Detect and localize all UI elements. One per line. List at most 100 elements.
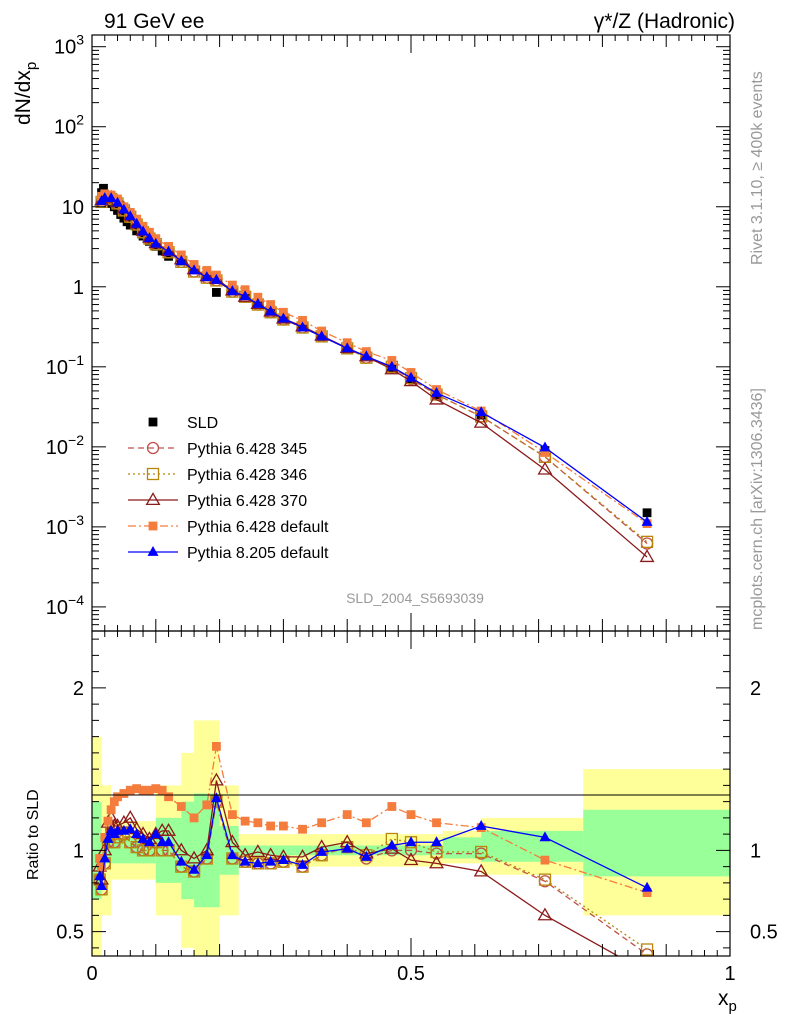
svg-text:dN/dxp: dN/dxp [12, 62, 40, 125]
legend-marker [145, 492, 161, 506]
data-point [277, 312, 289, 323]
main-series [94, 183, 655, 563]
ratio-point [475, 845, 488, 859]
main-frame [91, 34, 731, 632]
ratio-point [277, 854, 289, 864]
y-tick-label: 103 [54, 32, 84, 59]
ratio-point [360, 850, 372, 861]
legend-label: Pythia 6.428 346 [187, 467, 307, 484]
legend-label: Pythia 6.428 default [187, 519, 329, 536]
ratio-point [102, 832, 114, 843]
data-stat-bin [238, 845, 443, 856]
ratio-point [386, 839, 398, 850]
mcplots-note: mcplots.cern.ch [arXiv:1306.3436] [749, 388, 766, 630]
ratio-point [186, 850, 202, 864]
data-point [429, 391, 444, 405]
ratio-y-tick-label: 2 [73, 678, 84, 700]
data-point [405, 371, 417, 382]
ratio-point [341, 842, 353, 853]
data-point [188, 264, 200, 275]
ratio-point [473, 863, 489, 877]
ratio-point [109, 797, 119, 807]
data-point [150, 237, 162, 248]
ratio-y-tick-label: 0.5 [56, 922, 84, 944]
ratio-point [145, 785, 154, 795]
data-stat-bin [583, 809, 730, 877]
data-point [201, 271, 213, 281]
ratio-point [208, 772, 224, 786]
data-point [250, 296, 266, 310]
data-point [138, 231, 148, 241]
ratio-point [148, 826, 164, 840]
ratio-point [342, 810, 352, 820]
data-point [641, 515, 653, 526]
ratio-point [119, 789, 129, 798]
ratio-point [143, 836, 155, 847]
data-point [210, 273, 222, 284]
ratio-point [210, 792, 222, 803]
ratio-y-tick-label-right: 2 [750, 678, 761, 700]
data-stat-bin [219, 826, 239, 875]
ratio-point [297, 858, 309, 869]
ratio-point [202, 800, 212, 810]
ratio-ylabel: Ratio to SLD [25, 789, 42, 880]
ratio-point [298, 824, 307, 834]
ratio-point [150, 828, 162, 838]
ratio-y-tick-label-right: 0.5 [750, 922, 778, 944]
ratio-point [131, 828, 143, 838]
ratio-point [540, 855, 550, 865]
axis-ticks [91, 35, 731, 956]
data-point [252, 297, 264, 308]
legend-item-sld: SLD [148, 415, 218, 432]
series-pythia-6-428-346 [95, 192, 654, 549]
data-point [163, 245, 175, 256]
data-point [176, 250, 186, 260]
data-point [132, 226, 142, 236]
ratio-point [250, 844, 266, 858]
data-point [316, 330, 328, 341]
ratio-line [99, 801, 648, 951]
ratio-point [94, 870, 106, 881]
legend-marker [148, 417, 158, 427]
ratio-point [124, 823, 136, 834]
ratio-point [157, 785, 167, 795]
ratio-point [226, 849, 238, 860]
ratio-point [316, 845, 328, 856]
legend-item-pythia-8-205-default: Pythia 8.205 default [128, 545, 329, 562]
data-point [640, 535, 654, 549]
ratio-point [176, 802, 186, 811]
legend-item-pythia-6-428-346: Pythia 6.428 346 [128, 467, 307, 484]
y-tick-label: 10−2 [46, 432, 84, 459]
ratio-point [106, 805, 116, 815]
ratio-point [403, 852, 419, 866]
data-point [473, 414, 489, 428]
data-point [240, 285, 250, 295]
main-ylabel-text: dN/dx [12, 70, 35, 125]
ratio-point [125, 785, 135, 795]
analysis-id: SLD_2004_S5693039 [346, 590, 484, 606]
y-tick-label: 10−1 [46, 352, 84, 379]
data-point [239, 290, 251, 301]
data-point [99, 183, 108, 193]
ratio-point [475, 819, 487, 830]
main-ylabel: dN/dxp [12, 62, 40, 125]
x-axis-label: xp [718, 987, 737, 1015]
data-point [642, 508, 652, 518]
ratio-point [136, 844, 150, 857]
ratio-y-tick-label: 1 [73, 840, 84, 862]
legend-marker [146, 441, 160, 455]
series-pythia-8-205-default [96, 192, 653, 526]
ratio-point [538, 873, 552, 886]
ratio-point [95, 854, 105, 863]
ratio-point [406, 810, 416, 820]
x-tick-label: 0 [86, 963, 97, 985]
legend-item-pythia-6-428-default: Pythia 6.428 default [128, 519, 329, 536]
ratio-point [640, 943, 654, 956]
right-title: γ*/Z (Hadronic) [594, 10, 735, 33]
y-tick-label: 10 [62, 197, 84, 219]
ratio-point [96, 880, 108, 890]
x-tick-label: 0.5 [397, 963, 425, 985]
series-line [101, 198, 648, 543]
ratio-point [163, 836, 175, 847]
